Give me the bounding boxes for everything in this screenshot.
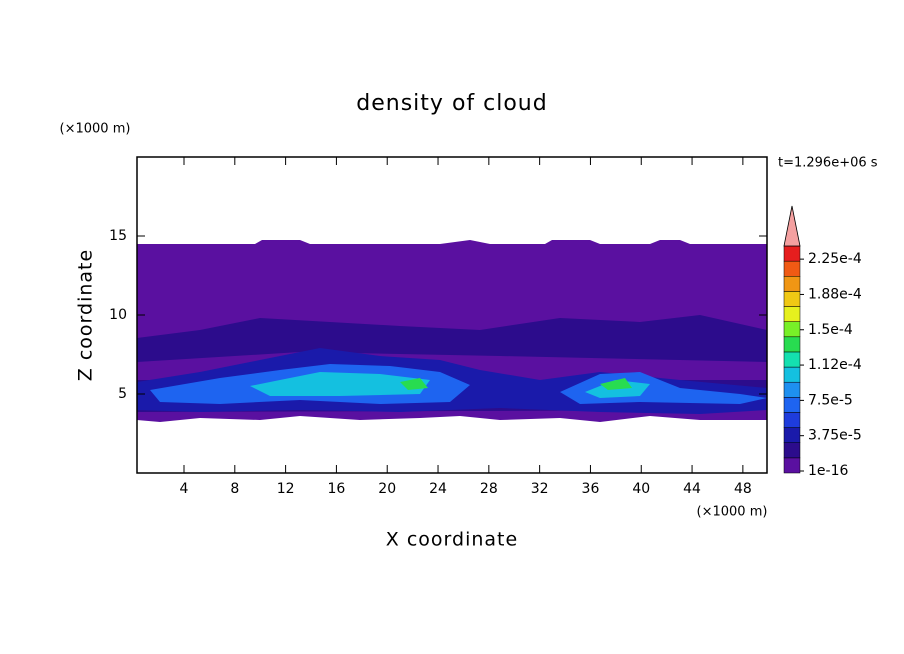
colorbar-box bbox=[783, 321, 801, 338]
x-unit: (×1000 m) bbox=[697, 505, 768, 520]
x-axis-label: X coordinate bbox=[386, 529, 518, 551]
y-unit: (×1000 m) bbox=[60, 122, 131, 137]
x-tick-label: 20 bbox=[378, 481, 396, 497]
x-tick-label: 40 bbox=[632, 481, 650, 497]
colorbar-label: 3.75e-5 bbox=[808, 428, 862, 444]
colorbar-extend bbox=[783, 205, 801, 247]
x-tick-label: 28 bbox=[480, 481, 498, 497]
colorbar-label: 7.5e-5 bbox=[808, 392, 853, 408]
x-tick-label: 12 bbox=[277, 481, 295, 497]
colorbar-box bbox=[783, 260, 801, 277]
colorbar-box bbox=[783, 397, 801, 413]
y-axis-label: Z coordinate bbox=[75, 249, 97, 381]
x-tick-label: 36 bbox=[582, 481, 600, 497]
x-tick-label: 4 bbox=[180, 481, 189, 497]
colorbar-box bbox=[783, 457, 801, 474]
colorbar-box bbox=[783, 291, 801, 307]
contour-field bbox=[137, 240, 767, 422]
colorbar-label: 2.25e-4 bbox=[808, 251, 862, 267]
colorbar-label: 1.88e-4 bbox=[808, 286, 862, 302]
y-tick-label: 5 bbox=[118, 386, 127, 402]
x-tick-label: 16 bbox=[328, 481, 346, 497]
x-tick-label: 32 bbox=[531, 481, 549, 497]
colorbar-box bbox=[783, 351, 801, 368]
chart-title: density of cloud bbox=[356, 91, 547, 116]
field-layer bbox=[400, 378, 632, 390]
field-layer bbox=[250, 372, 650, 398]
colorbar-label: 1.12e-4 bbox=[808, 357, 862, 373]
x-tick-label: 48 bbox=[734, 481, 752, 497]
y-tick-label: 10 bbox=[109, 307, 127, 323]
colorbar-box bbox=[783, 306, 801, 322]
x-tick-label: 24 bbox=[429, 481, 447, 497]
colorbar-label: 1.5e-4 bbox=[808, 322, 853, 338]
colorbar-box bbox=[783, 245, 801, 262]
x-tick-label: 8 bbox=[230, 481, 239, 497]
time-label: t=1.296e+06 s bbox=[778, 156, 878, 171]
colorbar-box bbox=[783, 336, 801, 353]
colorbar-box bbox=[783, 366, 801, 383]
colorbar-label: 1e-16 bbox=[808, 463, 848, 479]
colorbar-box bbox=[783, 276, 801, 292]
colorbar-box bbox=[783, 442, 801, 459]
x-tick-label: 44 bbox=[683, 481, 701, 497]
colorbar-box bbox=[783, 412, 801, 428]
colorbar-box bbox=[783, 427, 801, 443]
y-tick-label: 15 bbox=[109, 228, 127, 244]
colorbar-box bbox=[783, 381, 801, 398]
